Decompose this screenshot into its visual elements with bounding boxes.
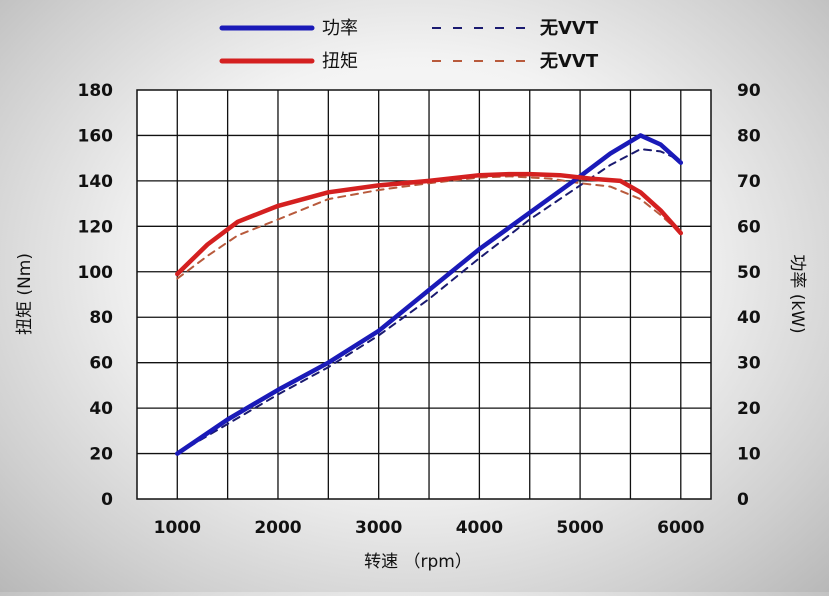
left-tick-label: 80 — [89, 308, 113, 328]
left-tick-label: 60 — [89, 354, 113, 374]
right-tick-label: 50 — [737, 263, 761, 283]
right-tick-label: 40 — [737, 308, 761, 328]
left-axis-title: 扭矩 (Nm) — [15, 253, 35, 335]
left-tick-label: 180 — [78, 81, 114, 101]
left-tick-label: 160 — [78, 126, 114, 146]
power-no-vvt-line — [176, 148, 682, 455]
left-axis-ticks: 0 20 40 60 80 100 120 140 160 180 — [78, 81, 114, 510]
right-axis-ticks: 0 10 20 30 40 50 60 70 80 90 — [737, 81, 761, 510]
x-axis-title: 转速 （rpm） — [364, 552, 472, 572]
legend: 功率 无VVT 扭矩 无VVT — [219, 18, 599, 72]
right-tick-label: 70 — [737, 172, 761, 192]
right-tick-label: 30 — [737, 354, 761, 374]
right-tick-label: 0 — [737, 490, 749, 510]
power-line — [175, 133, 684, 456]
x-tick-label: 1000 — [154, 518, 201, 538]
right-tick-label: 60 — [737, 217, 761, 237]
right-tick-label: 80 — [737, 126, 761, 146]
legend-label-power: 功率 — [322, 18, 358, 39]
x-tick-label: 5000 — [556, 518, 603, 538]
right-tick-label: 10 — [737, 445, 761, 465]
left-tick-label: 100 — [78, 263, 114, 283]
x-tick-label: 3000 — [355, 518, 402, 538]
x-tick-label: 6000 — [657, 518, 704, 538]
left-tick-label: 40 — [89, 399, 113, 419]
series-layer — [175, 133, 684, 456]
x-tick-label: 2000 — [254, 518, 301, 538]
right-axis-title: 功率 (kW) — [787, 254, 807, 333]
torque-line — [175, 171, 684, 277]
right-tick-label: 20 — [737, 399, 761, 419]
left-tick-label: 140 — [78, 172, 114, 192]
right-tick-label: 90 — [737, 81, 761, 101]
left-tick-label: 20 — [89, 445, 113, 465]
legend-label-torque-no-vvt: 无VVT — [540, 51, 599, 72]
legend-label-torque: 扭矩 — [322, 51, 358, 72]
left-tick-label: 120 — [78, 217, 114, 237]
left-tick-label: 0 — [101, 490, 113, 510]
x-tick-label: 4000 — [456, 518, 503, 538]
torque-no-vvt-line — [176, 175, 682, 280]
x-axis-ticks: 1000 2000 3000 4000 5000 6000 — [154, 518, 705, 538]
legend-label-power-no-vvt: 无VVT — [540, 18, 599, 39]
